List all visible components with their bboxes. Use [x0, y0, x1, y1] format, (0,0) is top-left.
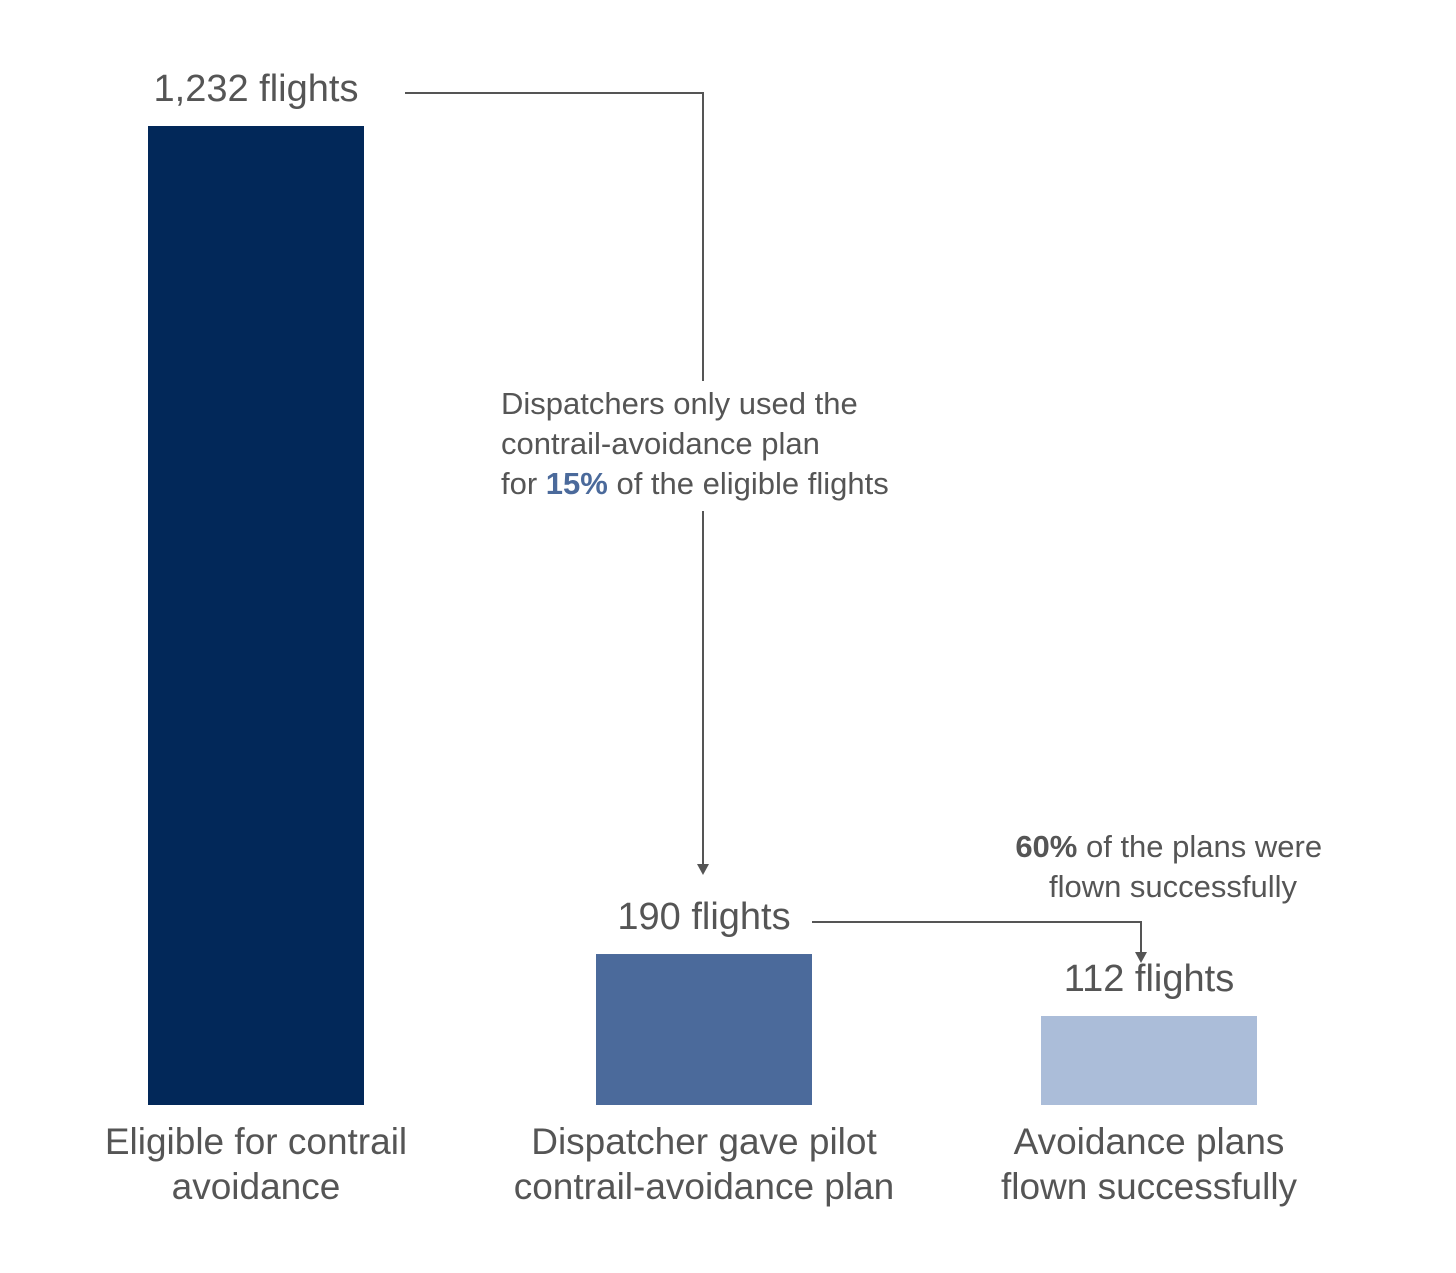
bar-3: [1041, 1016, 1257, 1105]
dispatch-note-line1: Dispatchers only used the: [501, 386, 858, 421]
arrowhead-dispatched: [697, 864, 709, 875]
category-label-2-line-1: Dispatcher gave pilot: [531, 1121, 877, 1162]
category-label-1-line-2: avoidance: [172, 1166, 341, 1207]
bar-2: [596, 954, 812, 1105]
dispatch-note-prefix: for: [501, 466, 546, 501]
category-label-2-line-2: contrail-avoidance plan: [514, 1166, 895, 1207]
arrowhead-flown: [1135, 952, 1147, 963]
value-label-3: 112 flights: [1064, 958, 1234, 1000]
category-label-1: Eligible for contrail avoidance: [105, 1121, 407, 1207]
value-label-2: 190 flights: [617, 896, 790, 938]
bar-1: [148, 126, 364, 1105]
dispatch-note: Dispatchers only used the contrail-avoid…: [501, 386, 889, 501]
dispatch-note-percent: 15%: [546, 466, 608, 501]
value-labels-group: 1,232 flights 190 flights 112 flights: [154, 68, 1235, 1000]
dispatch-note-line3: for 15% of the eligible flights: [501, 466, 889, 501]
flown-note-line1: 60% of the plans were: [1015, 829, 1322, 864]
connector-eligible-to-dispatched: [405, 92, 704, 864]
dispatch-note-suffix: of the eligible flights: [608, 466, 889, 501]
value-label-1: 1,232 flights: [154, 68, 359, 110]
connector-dispatched-to-flown: [812, 921, 1142, 952]
flown-note-suffix: of the plans were: [1077, 829, 1322, 864]
category-label-3: Avoidance plans flown successfully: [1001, 1121, 1298, 1207]
flown-note-percent: 60%: [1015, 829, 1077, 864]
category-label-3-line-1: Avoidance plans: [1014, 1121, 1285, 1162]
category-label-1-line-1: Eligible for contrail: [105, 1121, 407, 1162]
dispatch-note-line2: contrail-avoidance plan: [501, 426, 820, 461]
bars-group: [148, 126, 1257, 1105]
category-labels-group: Eligible for contrail avoidance Dispatcher…: [105, 1121, 1298, 1207]
category-label-3-line-2: flown successfully: [1001, 1166, 1298, 1207]
category-label-2: Dispatcher gave pilot contrail-avoidance …: [514, 1121, 895, 1207]
flown-note-line2: flown successfully: [1049, 869, 1298, 904]
flown-note: 60% of the plans were flown successfully: [1015, 829, 1330, 904]
